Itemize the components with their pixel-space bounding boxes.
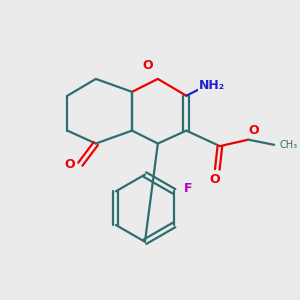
- Text: O: O: [142, 59, 153, 73]
- Text: O: O: [65, 158, 75, 171]
- Text: CH₃: CH₃: [279, 140, 298, 150]
- Text: O: O: [209, 173, 220, 186]
- Text: O: O: [248, 124, 259, 137]
- Text: F: F: [184, 182, 193, 195]
- Text: NH₂: NH₂: [199, 79, 225, 92]
